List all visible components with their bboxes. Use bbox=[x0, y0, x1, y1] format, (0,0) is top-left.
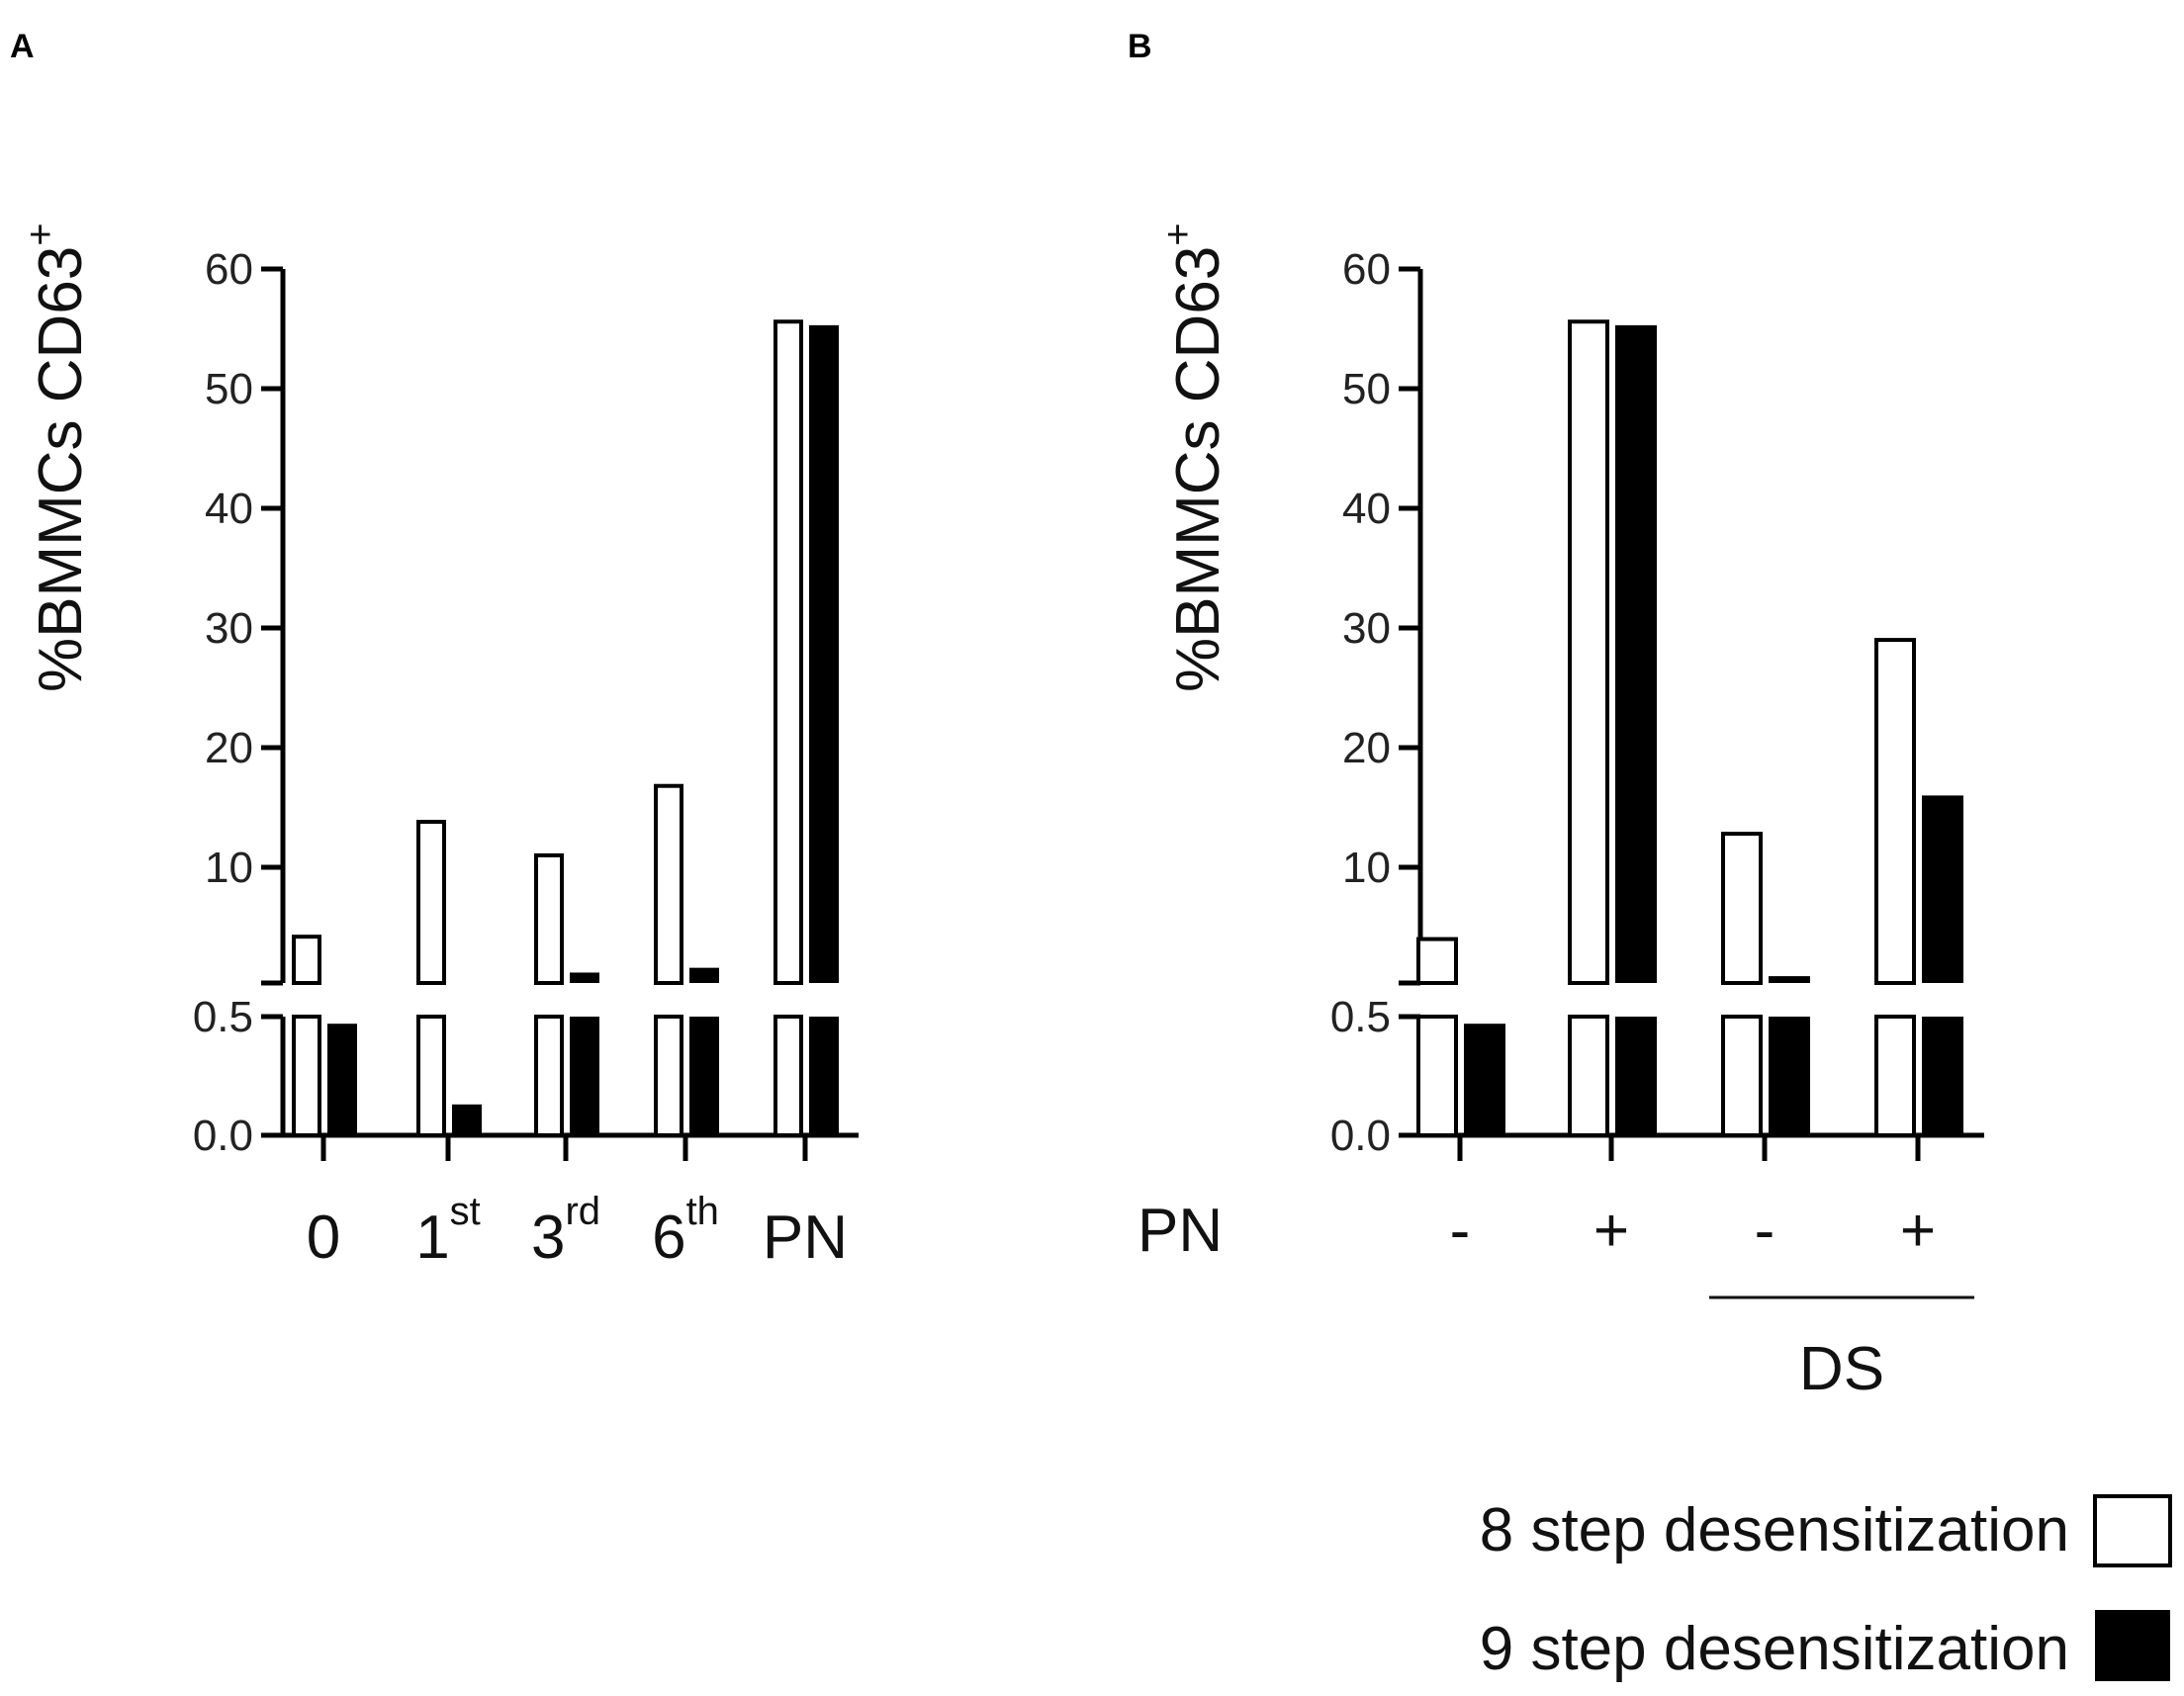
y-tick-label: 0.5 bbox=[193, 993, 253, 1041]
x-category-label: - bbox=[1755, 1197, 1775, 1265]
bar-8-step-lower bbox=[292, 1015, 321, 1137]
bar-8-step-upper bbox=[416, 820, 446, 986]
y-tick-label: 30 bbox=[205, 604, 253, 653]
bar-9-step-lower bbox=[809, 1017, 839, 1135]
bar-9-step-upper bbox=[570, 972, 599, 983]
y-tick-label: 60 bbox=[1342, 245, 1391, 294]
x-category-label: - bbox=[1450, 1197, 1471, 1265]
chart-panel-a: %BMMCs CD63+ 0.0 0.5 10 20 30 40 50 60 0 1st 3rd 6t… bbox=[19, 223, 863, 1272]
bar-8-step-lower bbox=[654, 1015, 683, 1137]
y-tick-label: 20 bbox=[1342, 724, 1391, 772]
y-axis-label-b: %BMMCs CD63+ bbox=[1156, 223, 1232, 692]
bar-9-step-lower bbox=[1769, 1017, 1810, 1135]
x-category-label: 1st bbox=[415, 1190, 481, 1272]
bar-8-step-upper bbox=[654, 783, 683, 985]
bar-8-step-lower bbox=[416, 1015, 446, 1137]
bar-8-step-lower bbox=[1568, 1015, 1609, 1137]
axis-break-gap bbox=[1424, 985, 1988, 1015]
bar-8-step-lower bbox=[1416, 1015, 1458, 1137]
x-category-label: + bbox=[1593, 1197, 1629, 1265]
group-label-ds: DS bbox=[1799, 1335, 1884, 1403]
x-category-label: 0 bbox=[307, 1204, 340, 1272]
y-tick-label: 60 bbox=[205, 245, 253, 294]
axis-break-gap bbox=[287, 985, 863, 1015]
bar-9-step-upper bbox=[689, 967, 719, 983]
bar-9-step-upper bbox=[809, 324, 839, 983]
bar-9-step-upper bbox=[1769, 976, 1810, 983]
y-tick-label: 0.0 bbox=[1330, 1112, 1391, 1160]
bar-8-step-lower bbox=[1721, 1015, 1763, 1137]
bar-9-step bbox=[1464, 1024, 1505, 1135]
bar-8-step-lower bbox=[774, 1015, 803, 1137]
bar-8-step-upper bbox=[1874, 638, 1916, 985]
bar-8-step-upper bbox=[292, 935, 321, 985]
x-category-label: 6th bbox=[652, 1190, 719, 1272]
bar-9-step-lower bbox=[1615, 1017, 1657, 1135]
x-category-label: PN bbox=[763, 1204, 848, 1272]
y-tick-label: 40 bbox=[205, 485, 253, 533]
legend-swatch-black bbox=[2095, 1610, 2170, 1681]
y-tick-label: 0.0 bbox=[193, 1112, 253, 1160]
panel-label-b: B bbox=[1128, 28, 1152, 65]
bar-8-step-upper bbox=[534, 852, 564, 986]
bar-8-step-upper bbox=[1568, 319, 1609, 985]
y-tick-label: 50 bbox=[205, 365, 253, 413]
y-tick-label: 20 bbox=[205, 724, 253, 772]
x-category-label: + bbox=[1900, 1197, 1936, 1265]
y-tick-label: 10 bbox=[1342, 844, 1391, 892]
bar-9-step-lower bbox=[689, 1017, 719, 1135]
bar-9-step bbox=[327, 1024, 357, 1135]
chart-panel-b: %BMMCs CD63+ PN DS 0.0 0.5 10 20 30 40 50 60 - + -… bbox=[1138, 223, 1988, 1403]
y-tick-label: 0.5 bbox=[1330, 993, 1391, 1041]
legend-label-8-step: 8 step desensitization bbox=[1480, 1496, 2069, 1564]
bar-8-step-upper bbox=[1416, 937, 1458, 985]
bar-8-step-lower bbox=[1874, 1015, 1916, 1137]
y-tick-label: 10 bbox=[205, 844, 253, 892]
y-tick-label: 50 bbox=[1342, 365, 1391, 413]
y-tick-label: 40 bbox=[1342, 485, 1391, 533]
bar-9-step-upper bbox=[1922, 795, 1963, 983]
bar-9-step bbox=[452, 1104, 482, 1135]
bar-8-step-upper bbox=[774, 319, 803, 985]
bar-9-step-lower bbox=[570, 1017, 599, 1135]
bar-9-step-lower bbox=[1922, 1017, 1963, 1135]
bar-8-step-lower bbox=[534, 1015, 564, 1137]
y-tick-label: 30 bbox=[1342, 604, 1391, 653]
row-label-pn: PN bbox=[1138, 1197, 1223, 1265]
legend-label-9-step: 9 step desensitization bbox=[1480, 1615, 2069, 1683]
legend-swatch-white bbox=[2093, 1494, 2172, 1567]
bar-8-step-upper bbox=[1721, 832, 1763, 985]
panel-label-a: A bbox=[10, 28, 35, 65]
y-axis-label-a: %BMMCs CD63+ bbox=[19, 223, 95, 692]
legend: 8 step desensitization 9 step desensitiz… bbox=[1480, 1494, 2172, 1683]
x-category-label: 3rd bbox=[531, 1190, 600, 1272]
bar-9-step-upper bbox=[1615, 324, 1657, 983]
